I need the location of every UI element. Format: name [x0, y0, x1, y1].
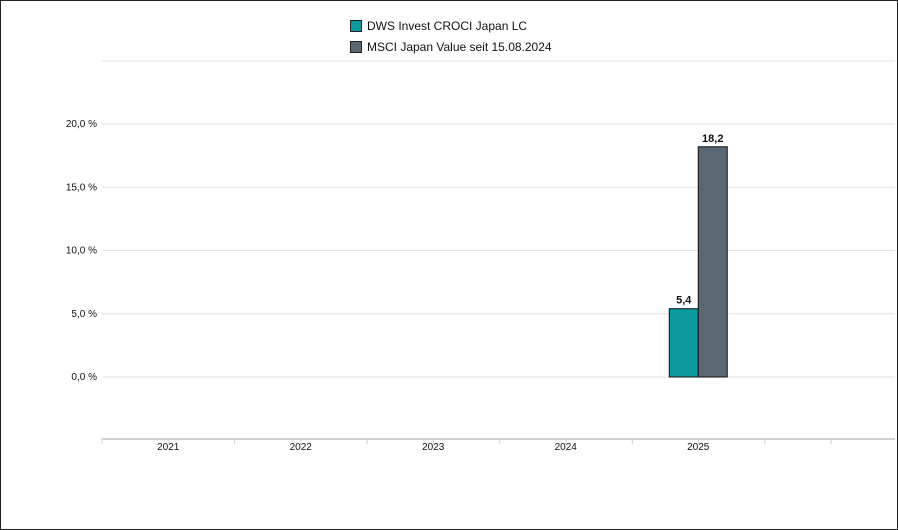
data-label-series-1-2025: 5,4 — [676, 295, 692, 307]
bar-series-2-2025 — [697, 146, 728, 378]
y-tick-label-1: 5,0 % — [71, 309, 97, 320]
x-tick-label-0: 2021 — [157, 442, 180, 453]
y-tick-label-2: 10,0 % — [66, 246, 97, 257]
bar-series-1-2025 — [668, 308, 699, 378]
legend-swatch-series-2 — [350, 40, 362, 53]
x-tick-label-1: 2022 — [290, 442, 313, 453]
legend-item-series-2: MSCI Japan Value seit 15.08.2024 — [350, 36, 552, 57]
y-tick-label-3: 15,0 % — [66, 182, 97, 193]
x-tick-label-4: 2025 — [687, 442, 710, 453]
x-tick-label-3: 2024 — [555, 442, 578, 453]
legend-item-series-1: DWS Invest CROCI Japan LC — [350, 15, 552, 36]
y-tick-label-0: 0,0 % — [71, 372, 97, 383]
y-tick-label-4: 20,0 % — [66, 119, 97, 130]
legend-label-series-2: MSCI Japan Value seit 15.08.2024 — [367, 39, 552, 54]
x-tick-label-2: 2023 — [422, 442, 445, 453]
legend-label-series-1: DWS Invest CROCI Japan LC — [367, 18, 528, 33]
data-label-series-2-2025: 18,2 — [702, 133, 723, 145]
legend-swatch-series-1 — [350, 19, 362, 32]
legend: DWS Invest CROCI Japan LC MSCI Japan Val… — [350, 15, 552, 57]
